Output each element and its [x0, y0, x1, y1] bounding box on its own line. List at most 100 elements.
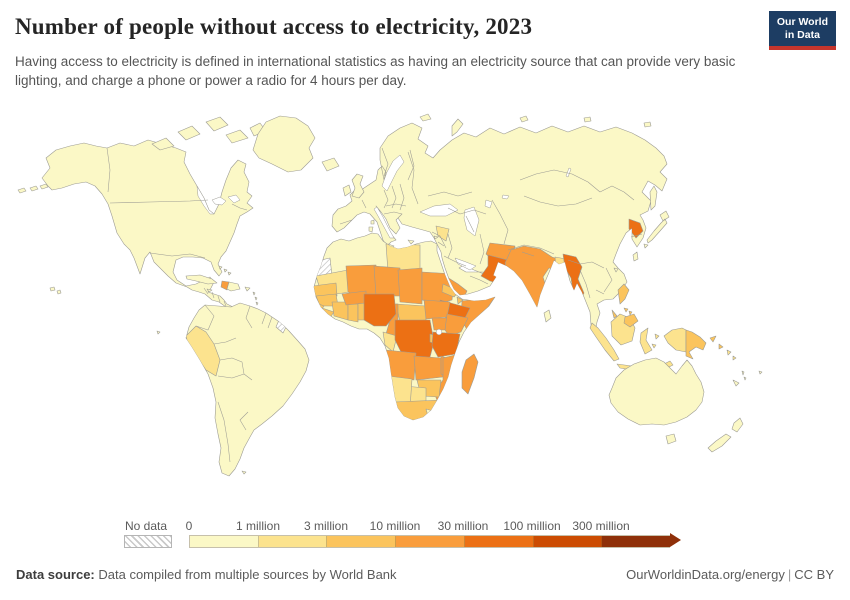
great-lakes	[211, 194, 241, 206]
region-greenland[interactable]	[252, 115, 316, 173]
border-us-mexico	[149, 252, 206, 259]
region-madagascar[interactable]	[461, 353, 479, 395]
lake-balkhash	[501, 194, 510, 200]
legend-bin-4[interactable]	[464, 536, 534, 547]
legend-tick-0: 0	[185, 519, 193, 533]
region-dominican-republic[interactable]	[226, 281, 241, 292]
region-galapagos[interactable]	[156, 330, 161, 335]
border-us-canada	[109, 199, 248, 211]
footer-links: OurWorldinData.org/energy | CC BY	[626, 567, 834, 582]
region-kenya[interactable]	[444, 313, 469, 337]
region-uganda[interactable]	[431, 317, 448, 331]
region-arctic-islands[interactable]	[151, 116, 267, 151]
region-north-america[interactable]	[41, 139, 254, 308]
region-hawaii[interactable]	[49, 286, 62, 295]
chart-footer: Data source: Data compiled from multiple…	[16, 567, 834, 582]
page-title: Number of people without access to elect…	[15, 14, 533, 39]
persian-gulf	[454, 257, 477, 271]
region-siberian-islands[interactable]	[519, 115, 652, 128]
region-cuba[interactable]	[185, 274, 218, 285]
oceania-group	[589, 283, 763, 453]
region-sumatra[interactable]	[589, 322, 620, 362]
region-mindanao[interactable]	[623, 313, 639, 328]
region-solomon-islands[interactable]	[726, 349, 737, 361]
legend-tick-3: 10 million	[369, 519, 421, 533]
region-novaya-zemlya[interactable]	[451, 118, 464, 137]
region-vanuatu[interactable]	[741, 370, 747, 381]
region-cyprus[interactable]	[433, 235, 439, 240]
region-south-africa[interactable]	[394, 399, 443, 420]
footer-separator: |	[787, 567, 792, 582]
region-niger[interactable]	[373, 265, 401, 297]
region-lesotho[interactable]	[425, 408, 434, 417]
region-new-caledonia[interactable]	[732, 379, 740, 387]
region-nigeria[interactable]	[363, 293, 397, 327]
owid-logo-line2: in Data	[784, 29, 820, 41]
region-lesser-antilles[interactable]	[252, 291, 259, 306]
region-sakhalin[interactable]	[649, 185, 658, 211]
region-bahamas[interactable]	[218, 265, 232, 276]
region-jamaica[interactable]	[206, 288, 213, 293]
region-corsica-sardinia[interactable]	[368, 219, 375, 233]
region-sri-lanka[interactable]	[543, 309, 552, 323]
region-chad[interactable]	[397, 267, 423, 305]
legend-bin-1[interactable]	[258, 536, 328, 547]
legend-bin-3[interactable]	[396, 536, 465, 547]
region-djibouti[interactable]	[456, 296, 464, 305]
region-syria[interactable]	[435, 225, 450, 242]
no-data-swatch[interactable]	[124, 535, 172, 548]
legend-bin-0[interactable]	[190, 536, 259, 547]
region-zambia[interactable]	[413, 355, 444, 381]
legend-bin-6[interactable]	[602, 536, 671, 547]
owid-logo-line1: Our World	[776, 16, 828, 28]
owid-logo[interactable]: Our World in Data	[768, 11, 836, 50]
region-sulawesi[interactable]	[639, 327, 653, 355]
legend-arrow	[670, 533, 681, 547]
region-australia[interactable]	[608, 357, 705, 426]
region-tasmania[interactable]	[665, 433, 677, 445]
data-source-text: Data compiled from multiple sources by W…	[98, 567, 397, 582]
region-aleutians[interactable]	[17, 183, 49, 194]
legend-bin-5[interactable]	[533, 536, 603, 547]
region-tanzania[interactable]	[431, 331, 461, 358]
region-taiwan[interactable]	[632, 251, 639, 262]
baltic-sea	[381, 154, 405, 192]
borders-europe	[339, 147, 419, 225]
region-indonesian-papua[interactable]	[663, 327, 687, 353]
region-puerto-rico[interactable]	[244, 286, 251, 292]
caspian-sea	[463, 206, 480, 237]
region-iceland[interactable]	[321, 157, 340, 172]
legend-bin-2[interactable]	[327, 536, 397, 547]
region-new-zealand[interactable]	[707, 417, 744, 453]
borders-central-america	[203, 287, 227, 307]
region-hainan[interactable]	[613, 267, 619, 273]
region-fiji[interactable]	[758, 370, 763, 375]
region-japan[interactable]	[643, 210, 670, 249]
legend-tick-2: 3 million	[303, 519, 349, 533]
region-united-kingdom[interactable]	[351, 173, 365, 199]
region-luzon[interactable]	[617, 283, 630, 305]
region-visayas[interactable]	[611, 307, 633, 319]
region-central-african-republic[interactable]	[395, 303, 427, 323]
africa-group	[313, 232, 496, 421]
region-crete[interactable]	[407, 239, 415, 245]
license-link[interactable]: CC BY	[794, 567, 834, 582]
north-america-group	[17, 115, 316, 308]
owid-url-link[interactable]: OurWorldinData.org/energy	[626, 567, 785, 582]
lake-baikal	[565, 167, 572, 178]
region-falkland-islands[interactable]	[241, 470, 247, 475]
region-haiti[interactable]	[220, 280, 230, 291]
region-svalbard[interactable]	[419, 113, 432, 122]
region-ireland[interactable]	[342, 184, 352, 197]
region-png-islands[interactable]	[709, 335, 724, 350]
region-ghana[interactable]	[347, 303, 359, 323]
region-south-sudan[interactable]	[423, 299, 451, 320]
adriatic-sea	[373, 206, 395, 239]
black-sea	[419, 203, 459, 217]
region-angola[interactable]	[384, 349, 417, 381]
eurasia-group	[331, 122, 668, 334]
south-america-group	[156, 302, 310, 477]
region-papua-new-guinea[interactable]	[685, 329, 707, 360]
